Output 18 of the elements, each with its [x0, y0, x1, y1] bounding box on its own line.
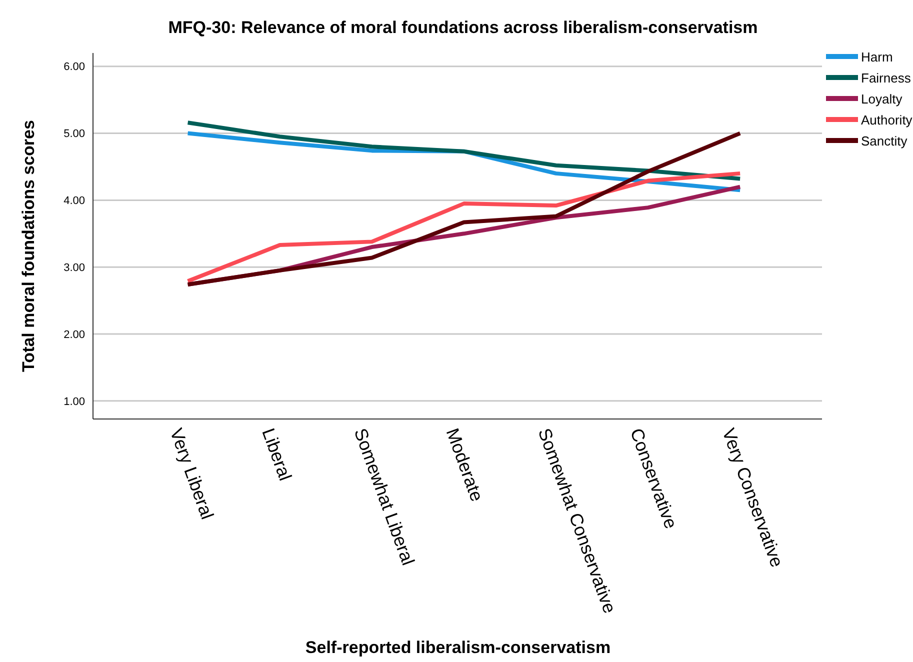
y-tick-label: 2.00 — [64, 328, 85, 341]
legend-label: Harm — [861, 50, 893, 65]
x-tick-label: Liberal — [258, 426, 296, 484]
y-tick-label: 1.00 — [64, 396, 85, 408]
line-series — [186, 131, 742, 287]
legend-label: Sanctity — [861, 134, 908, 149]
y-tick-label: 5.00 — [64, 128, 85, 140]
x-axis-title: Self-reported liberalism-conservatism — [305, 638, 611, 657]
y-tick-label: 3.00 — [64, 262, 85, 274]
y-tick-label: 4.00 — [64, 195, 85, 208]
y-axis-title: Total moral foundations scores — [19, 120, 38, 372]
chart-title: MFQ-30: Relevance of moral foundations across liberalism-conservatism — [168, 18, 758, 37]
y-tick-label: 6.00 — [64, 61, 85, 74]
legend-label: Fairness — [861, 70, 912, 86]
legend-label: Authority — [861, 112, 913, 128]
x-tick-label: Very Liberal — [166, 426, 218, 522]
line-series — [186, 120, 742, 181]
legend-label: Loyalty — [861, 92, 903, 107]
